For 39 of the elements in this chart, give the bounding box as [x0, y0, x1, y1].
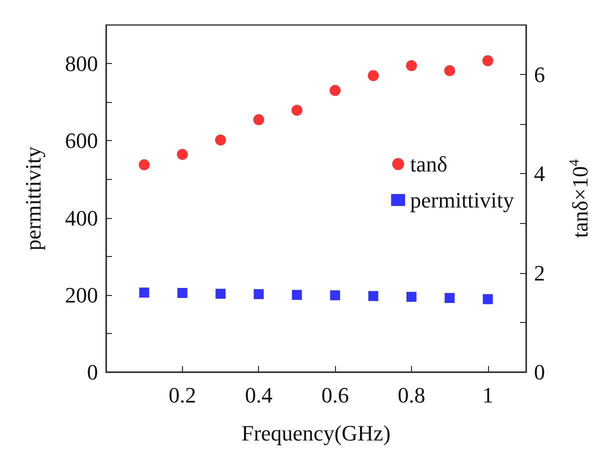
y-tick-label: 0: [87, 360, 98, 384]
y-tick-label: 600: [65, 128, 98, 154]
point: [330, 84, 341, 96]
x-tick-label: 0.4: [244, 382, 272, 408]
x-tick-label: 0.2: [168, 382, 196, 408]
point: [482, 294, 493, 304]
y2-tick-label: 6: [534, 62, 545, 88]
y2-tick-label: 2: [534, 260, 545, 286]
y-tick-label: 400: [65, 205, 98, 230]
x-tick-label: 0.8: [398, 382, 426, 408]
point: [482, 55, 494, 66]
y2-axis-title: tanδ×104: [568, 159, 592, 238]
point: [444, 65, 456, 76]
y-tick-label: 800: [65, 51, 98, 76]
point: [216, 288, 226, 299]
point: [291, 104, 302, 116]
y-axis-title: permittivity: [20, 146, 46, 250]
point: [139, 288, 150, 298]
point: [177, 288, 188, 298]
point: [368, 291, 378, 302]
legend-label: permittivity: [410, 188, 514, 212]
legend-label: tanδ: [410, 152, 448, 176]
y2-tick-label: 0: [534, 360, 545, 384]
point: [292, 290, 302, 300]
point: [368, 70, 379, 82]
point: [215, 134, 226, 146]
y2-tick-label: 4: [534, 161, 545, 186]
point: [176, 148, 188, 160]
x-tick-label: 0.6: [321, 382, 349, 408]
point: [444, 292, 455, 303]
x-tick-label: 1: [482, 382, 494, 408]
x-axis-title: Frequency(GHz): [241, 420, 391, 446]
point: [254, 289, 264, 300]
point: [138, 159, 150, 170]
y-tick-label: 200: [65, 282, 98, 308]
point: [330, 290, 340, 300]
point: [406, 60, 417, 72]
point: [406, 292, 416, 302]
point: [253, 114, 264, 126]
